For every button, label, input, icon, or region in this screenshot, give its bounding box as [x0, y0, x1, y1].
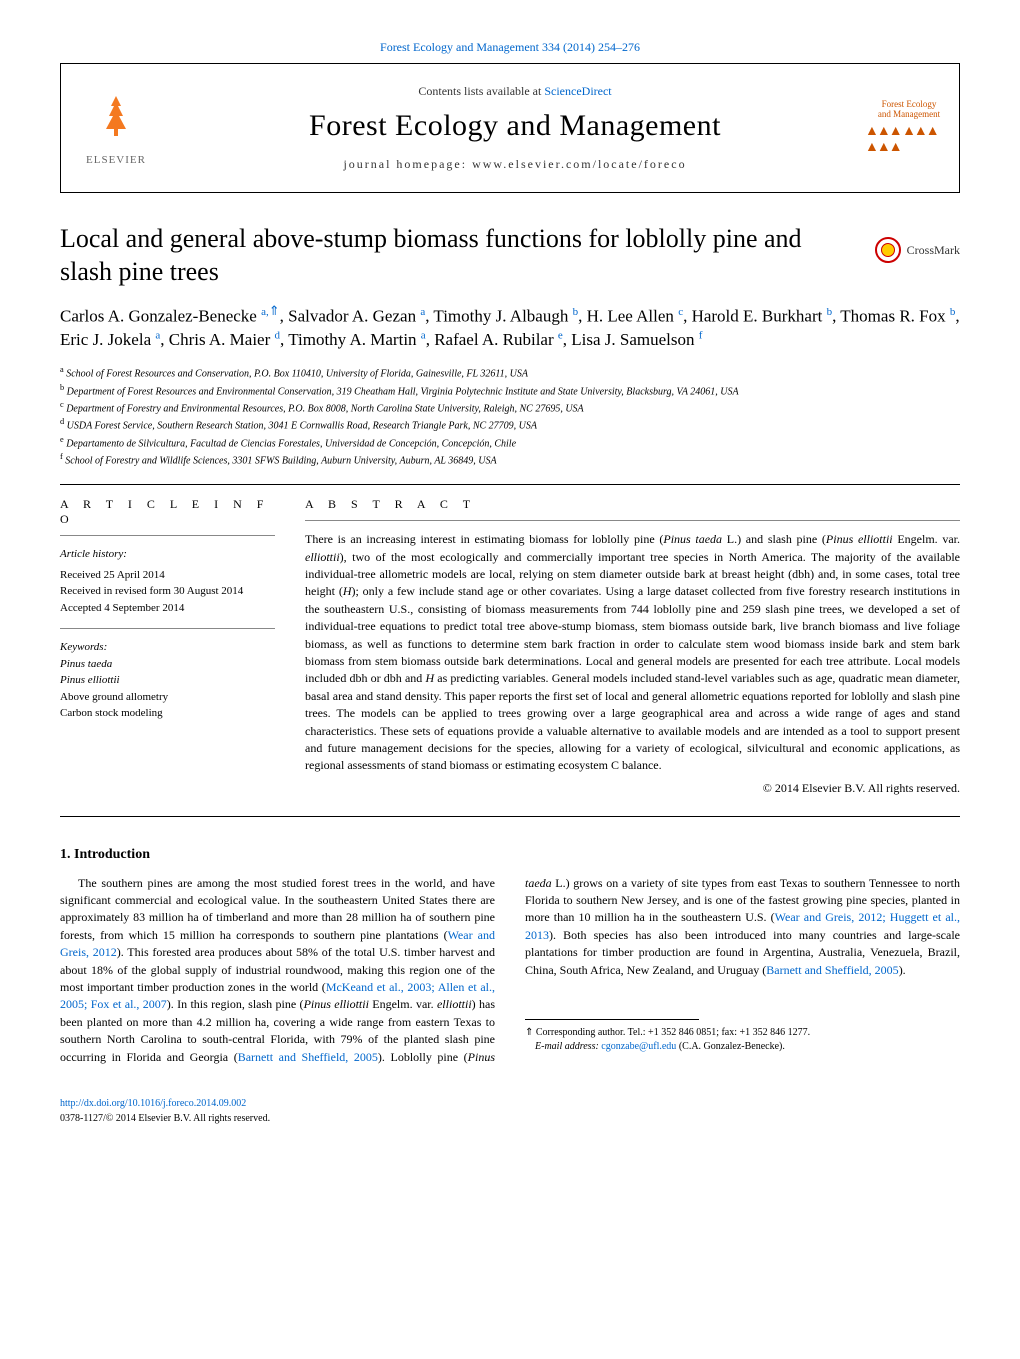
- contents-line: Contents lists available at ScienceDirec…: [418, 84, 611, 99]
- sciencedirect-link[interactable]: ScienceDirect: [544, 84, 611, 98]
- abstract-column: A B S T R A C T There is an increasing i…: [305, 497, 960, 795]
- cover-trees-icon: ▲▲▲ ▲▲▲ ▲▲▲: [865, 124, 953, 156]
- copyright-line: © 2014 Elsevier B.V. All rights reserved…: [305, 781, 960, 796]
- abstract-heading: A B S T R A C T: [305, 497, 960, 512]
- keyword-item: Above ground allometry: [60, 689, 275, 706]
- journal-title: Forest Ecology and Management: [309, 109, 721, 143]
- journal-header: ELSEVIER Contents lists available at Sci…: [60, 63, 960, 193]
- accepted-date: Accepted 4 September 2014: [60, 600, 275, 617]
- corr-email-link[interactable]: cgonzabe@ufl.edu: [601, 1041, 676, 1052]
- revised-date: Received in revised form 30 August 2014: [60, 583, 275, 600]
- abstract-text: There is an increasing interest in estim…: [305, 531, 960, 774]
- received-date: Received 25 April 2014: [60, 567, 275, 584]
- keyword-item: Carbon stock modeling: [60, 705, 275, 722]
- elsevier-tree-icon: [91, 91, 141, 150]
- info-divider: [60, 535, 275, 536]
- crossmark-label: CrossMark: [907, 243, 960, 258]
- affiliation-line: a School of Forest Resources and Conserv…: [60, 364, 960, 381]
- article-info-heading: A R T I C L E I N F O: [60, 497, 275, 527]
- history-dates: Received 25 April 2014 Received in revis…: [60, 567, 275, 617]
- divider: [60, 816, 960, 817]
- history-label: Article history:: [60, 546, 275, 563]
- footnote-separator: [525, 1019, 699, 1020]
- affiliations-list: a School of Forest Resources and Conserv…: [60, 364, 960, 468]
- keyword-item: Pinus taeda: [60, 656, 275, 673]
- affiliation-line: b Department of Forest Resources and Env…: [60, 382, 960, 399]
- email-paren: (C.A. Gonzalez-Benecke).: [676, 1041, 785, 1052]
- journal-cover: Forest Ecology and Management ▲▲▲ ▲▲▲ ▲▲…: [859, 64, 959, 192]
- affiliation-line: f School of Forestry and Wildlife Scienc…: [60, 451, 960, 468]
- keywords-label: Keywords:: [60, 639, 275, 656]
- doi-link[interactable]: http://dx.doi.org/10.1016/j.foreco.2014.…: [60, 1098, 246, 1109]
- crossmark-icon: [875, 237, 901, 263]
- affiliation-line: c Department of Forestry and Environment…: [60, 399, 960, 416]
- abstract-divider: [305, 520, 960, 521]
- homepage-line[interactable]: journal homepage: www.elsevier.com/locat…: [343, 157, 686, 172]
- header-center: Contents lists available at ScienceDirec…: [171, 64, 859, 192]
- affiliation-line: e Departamento de Silvicultura, Facultad…: [60, 434, 960, 451]
- keywords-list: Pinus taedaPinus elliottiiAbove ground a…: [60, 656, 275, 722]
- contents-pre: Contents lists available at: [418, 84, 544, 98]
- elsevier-logo: ELSEVIER: [61, 64, 171, 192]
- crossmark-badge[interactable]: CrossMark: [875, 237, 960, 263]
- top-reference[interactable]: Forest Ecology and Management 334 (2014)…: [60, 40, 960, 55]
- article-title: Local and general above-stump biomass fu…: [60, 223, 820, 288]
- issn-copyright: 0378-1127/© 2014 Elsevier B.V. All right…: [60, 1113, 270, 1124]
- elsevier-text: ELSEVIER: [86, 154, 146, 166]
- corresponding-footnote: ⇑ Corresponding author. Tel.: +1 352 846…: [525, 1026, 960, 1054]
- info-divider: [60, 628, 275, 629]
- affiliation-line: d USDA Forest Service, Southern Research…: [60, 416, 960, 433]
- authors-list: Carlos A. Gonzalez-Benecke a,⇑, Salvador…: [60, 302, 960, 352]
- cover-title-2: and Management: [878, 110, 940, 120]
- corr-text: Corresponding author. Tel.: +1 352 846 0…: [533, 1027, 810, 1038]
- doi-block: http://dx.doi.org/10.1016/j.foreco.2014.…: [60, 1096, 960, 1126]
- introduction-section: 1. Introduction The southern pines are a…: [60, 847, 960, 1066]
- info-abstract-row: A R T I C L E I N F O Article history: R…: [60, 485, 960, 815]
- article-info-column: A R T I C L E I N F O Article history: R…: [60, 497, 275, 795]
- keyword-item: Pinus elliottii: [60, 672, 275, 689]
- intro-body: The southern pines are among the most st…: [60, 875, 960, 1066]
- intro-heading: 1. Introduction: [60, 847, 960, 863]
- email-label: E-mail address:: [535, 1041, 601, 1052]
